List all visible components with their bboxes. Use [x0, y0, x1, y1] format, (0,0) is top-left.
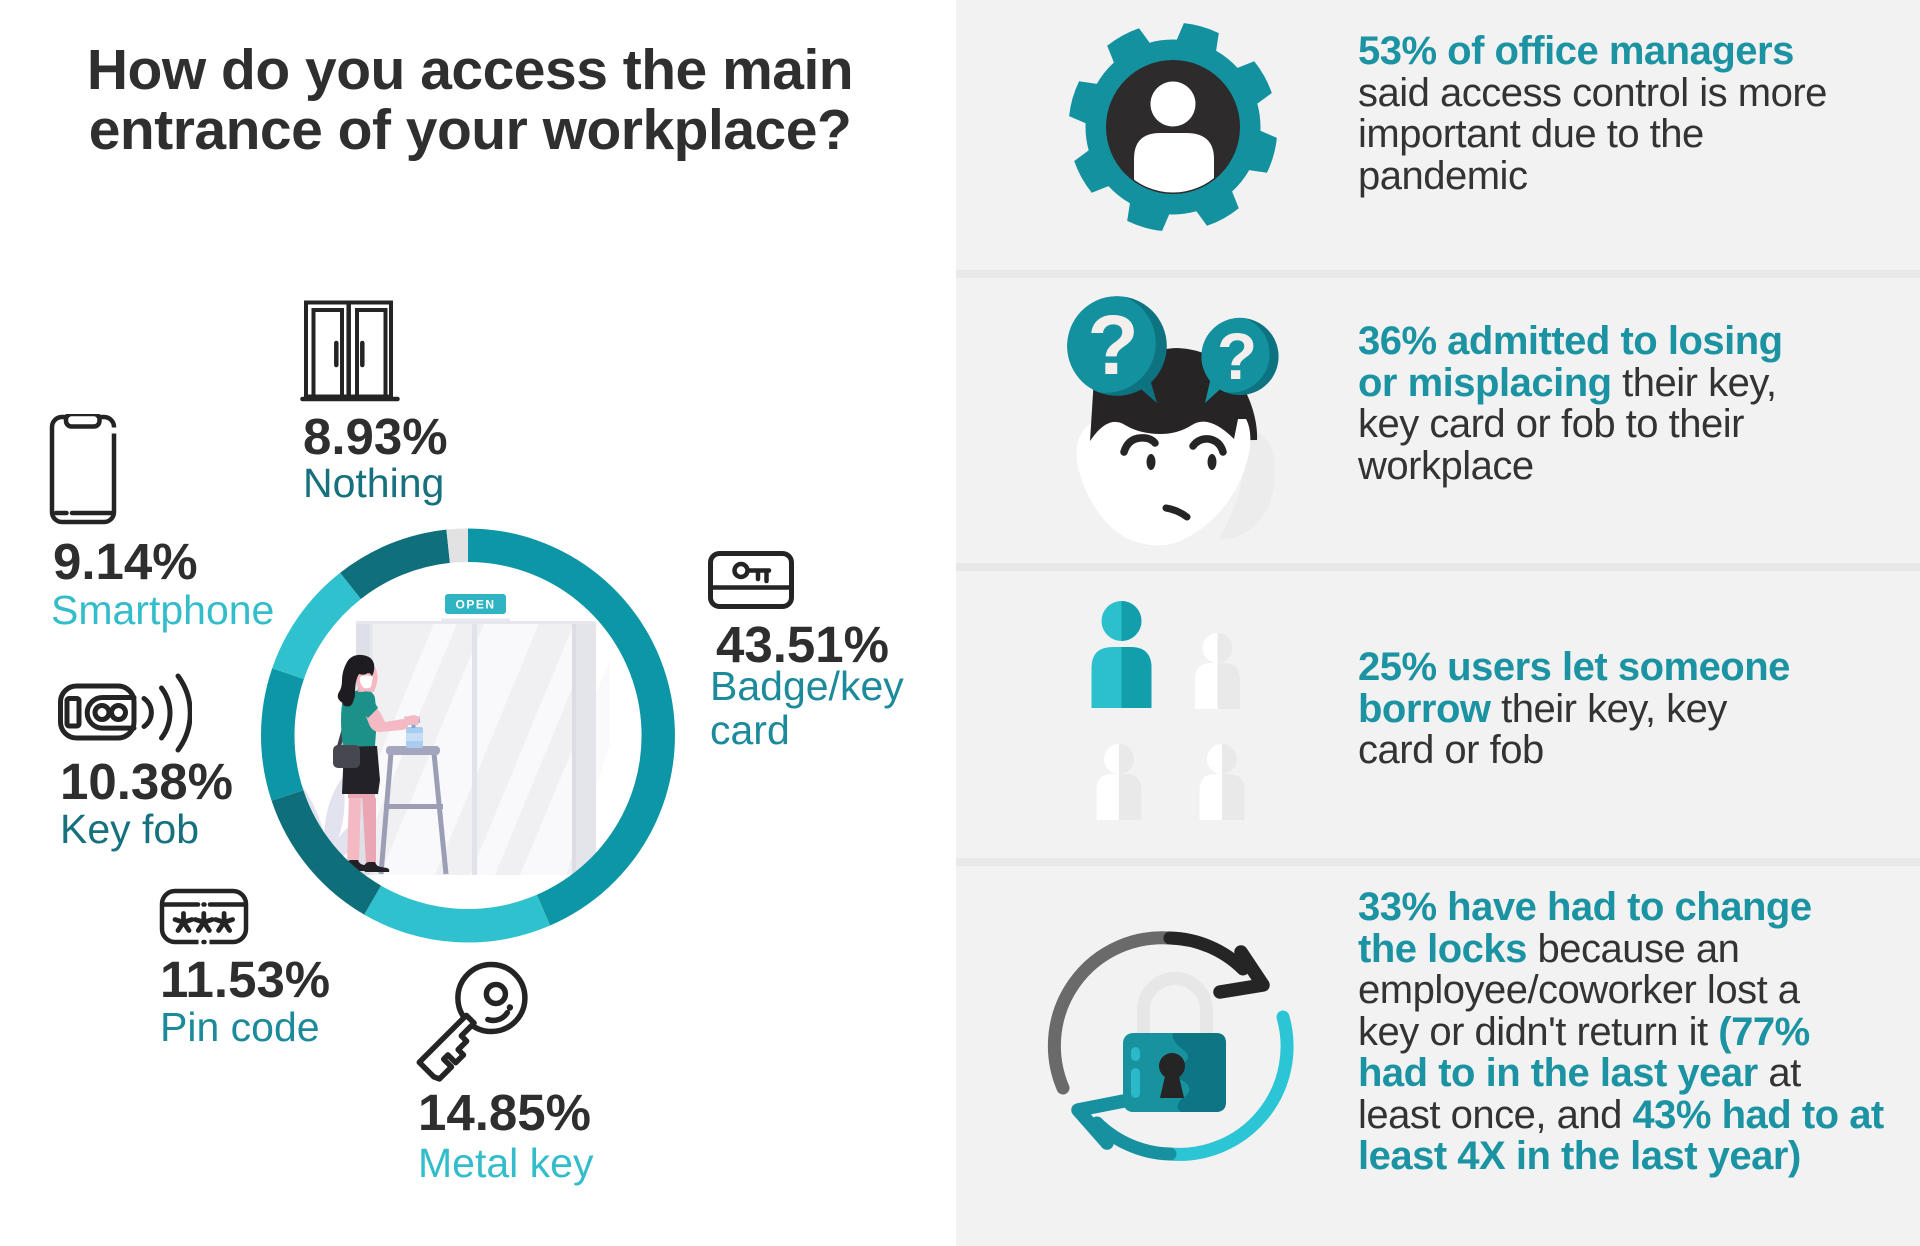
svg-text:?: ? — [1217, 319, 1257, 393]
svg-text:?: ? — [1087, 298, 1138, 392]
svg-text:OPEN: OPEN — [455, 598, 495, 612]
